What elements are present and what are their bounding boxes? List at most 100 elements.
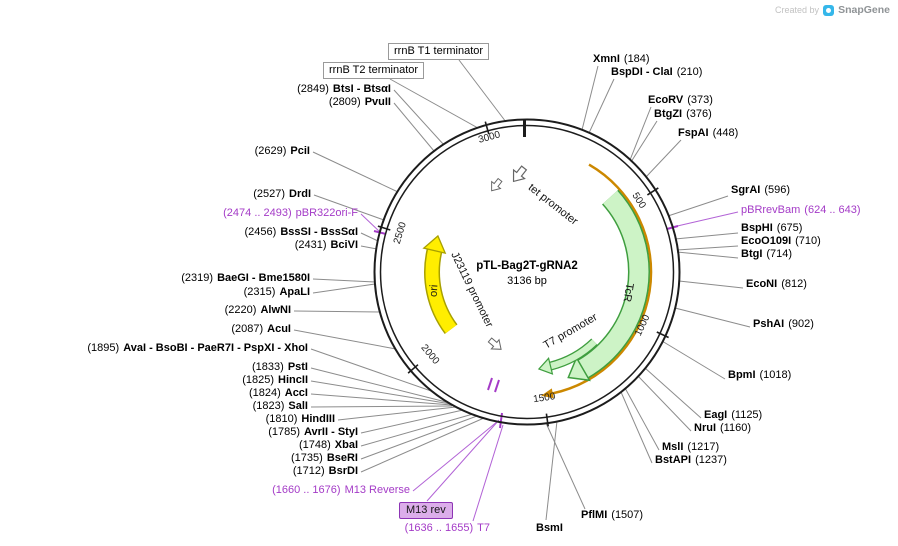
- terminator-arrow-icon: [491, 177, 503, 192]
- backbone-inner-ring[interactable]: [379, 124, 675, 420]
- site-label-psti[interactable]: (1833) PstI: [252, 361, 308, 374]
- site-label-bcivi[interactable]: (2431) BciVI: [295, 239, 358, 252]
- enzyme-name: AvaI - BsoBI - PaeR7I - PspXI - XhoI: [123, 342, 308, 354]
- site-position: (1823): [252, 400, 285, 412]
- site-label-xbai[interactable]: (1748) XbaI: [299, 439, 358, 452]
- site-position: (1748): [298, 439, 331, 451]
- site-position: (675): [776, 222, 803, 234]
- site-label-avai-group[interactable]: (1895) AvaI - BsoBI - PaeR7I - PspXI - Xh…: [87, 342, 308, 355]
- site-label-nrui[interactable]: NruI (1160): [694, 422, 751, 435]
- scale-label-2000: 2000: [418, 343, 441, 367]
- enzyme-name: PciI: [290, 145, 310, 157]
- backbone-outer-ring[interactable]: [373, 118, 681, 426]
- site-label-bspdi[interactable]: BspDI - ClaI (210): [611, 66, 702, 79]
- enzyme-name: HindIII: [301, 413, 335, 425]
- enzyme-name: FspAI: [678, 127, 709, 139]
- scale-ticks: [377, 120, 669, 427]
- primer-label-t7[interactable]: (1636 .. 1655) T7: [405, 522, 490, 535]
- site-label-fspai[interactable]: FspAI (448): [678, 127, 738, 140]
- site-position: (1895): [87, 342, 120, 354]
- rrnb-t2-terminator-label[interactable]: rrnB T2 terminator: [323, 62, 425, 79]
- site-position: (1810): [265, 413, 298, 425]
- site-label-ecorv[interactable]: EcoRV (373): [648, 94, 713, 107]
- enzyme-name: BtsI - BtsαI: [332, 83, 391, 95]
- site-label-hincii[interactable]: (1825) HincII: [242, 374, 308, 387]
- site-position: (1636 .. 1655): [404, 522, 474, 534]
- site-label-sali[interactable]: (1823) SalI: [253, 400, 308, 413]
- enzyme-name: AvrII - StyI: [304, 426, 358, 438]
- site-label-pcii[interactable]: (2629) PciI: [255, 145, 310, 158]
- enzyme-name: HincII: [278, 374, 308, 386]
- site-label-bsrdi[interactable]: (1712) BsrDI: [293, 465, 358, 478]
- site-label-bseri[interactable]: (1735) BseRI: [291, 452, 358, 465]
- site-position: (1824): [248, 387, 281, 399]
- site-label-drdi[interactable]: (2527) DrdI: [253, 188, 311, 201]
- snapgene-logo-icon: [823, 4, 835, 16]
- site-position: (1833): [252, 361, 284, 373]
- site-position: (1018): [759, 369, 792, 381]
- site-label-sgrai[interactable]: SgrAI (596): [731, 184, 790, 197]
- scale-label-3000: 3000: [477, 129, 502, 145]
- plasmid-size: 3136 bp: [507, 275, 547, 287]
- site-label-btgi[interactable]: BtgI (714): [741, 248, 792, 261]
- ori-label[interactable]: ori: [428, 284, 441, 297]
- site-label-apali[interactable]: (2315) ApaLI: [244, 286, 310, 299]
- site-label-pflmi[interactable]: PflMI (1507): [581, 509, 643, 522]
- site-label-avrii[interactable]: (1785) AvrII - StyI: [268, 426, 358, 439]
- m13-rev-primer-label[interactable]: M13 rev: [399, 502, 453, 519]
- site-label-baegi[interactable]: (2319) BaeGI - Bme1580I: [181, 272, 310, 285]
- site-label-btsi[interactable]: (2849) BtsI - BtsαI: [297, 83, 391, 96]
- site-position: (2809): [328, 96, 361, 108]
- site-label-bstapi[interactable]: BstAPI (1237): [655, 454, 727, 467]
- enzyme-name: BtgI: [741, 248, 763, 260]
- site-label-pshai[interactable]: PshAI (902): [753, 318, 814, 331]
- site-position: (1660 .. 1676): [272, 484, 341, 496]
- primer-label-m13-reverse[interactable]: (1660 .. 1676) M13 Reverse: [272, 484, 410, 497]
- site-position: (2319): [181, 272, 214, 284]
- site-label-eagi[interactable]: EagI (1125): [704, 409, 762, 422]
- site-position: (1160): [720, 422, 751, 434]
- primer-name: M13 Reverse: [344, 484, 410, 496]
- ori-feature-arrow[interactable]: [422, 234, 458, 335]
- enzyme-name: ApaLI: [279, 286, 310, 298]
- site-label-pvuii[interactable]: (2809) PvuII: [329, 96, 391, 109]
- tcr-label[interactable]: TcR: [621, 282, 636, 303]
- site-label-bpmi[interactable]: BpmI (1018): [728, 369, 791, 382]
- watermark: Created by SnapGene: [775, 4, 890, 16]
- tcr-gene-arc[interactable]: [541, 163, 653, 399]
- site-label-econi[interactable]: EcoNI (812): [746, 278, 807, 291]
- primer-name: T7: [477, 522, 490, 534]
- site-label-acci[interactable]: (1824) AccI: [249, 387, 308, 400]
- enzyme-name: EcoO109I: [741, 235, 792, 247]
- site-position: (2431): [294, 239, 327, 251]
- enzyme-name: NruI: [694, 422, 716, 434]
- promoter-arrow-icons[interactable]: [486, 164, 529, 354]
- site-label-msli[interactable]: MslI (1217): [662, 441, 719, 454]
- site-label-btgzi[interactable]: BtgZI (376): [654, 108, 712, 121]
- primer-label-pbrrevbam[interactable]: pBRrevBam (624 .. 643): [741, 204, 861, 217]
- primer-label-pbr322ori-f[interactable]: (2474 .. 2493) pBR322ori-F: [223, 207, 358, 220]
- site-label-acui[interactable]: (2087) AcuI: [231, 323, 291, 336]
- site-label-hindiii[interactable]: (1810) HindIII: [266, 413, 335, 426]
- enzyme-name: SgrAI: [731, 184, 761, 196]
- site-position: (2849): [297, 83, 329, 95]
- site-position: (2315): [243, 286, 276, 298]
- site-label-bsssi[interactable]: (2456) BssSI - BssSαI: [245, 226, 358, 239]
- site-position: (1125): [731, 409, 763, 421]
- tet-promoter-label[interactable]: tet promoter: [526, 182, 580, 228]
- site-label-bsphi[interactable]: BspHI (675): [741, 222, 802, 235]
- enzyme-name: BstAPI: [655, 454, 692, 466]
- enzyme-name: XmnI: [593, 53, 620, 65]
- rrnb-t1-terminator-label[interactable]: rrnB T1 terminator: [388, 43, 490, 60]
- enzyme-name: PflMI: [581, 509, 608, 521]
- t7-promoter-arrow[interactable]: [537, 338, 598, 375]
- tcr-feature-arrow[interactable]: [567, 189, 650, 382]
- site-label-bsmi[interactable]: BsmI: [536, 522, 567, 535]
- site-label-alwni[interactable]: (2220) AlwNI: [225, 304, 291, 317]
- watermark-brand: SnapGene: [838, 4, 890, 16]
- site-position: (1507): [611, 509, 644, 521]
- site-label-ecoo109i[interactable]: EcoO109I (710): [741, 235, 821, 248]
- site-label-xmni[interactable]: XmnI (184): [593, 53, 650, 66]
- enzyme-name: EcoRV: [648, 94, 684, 106]
